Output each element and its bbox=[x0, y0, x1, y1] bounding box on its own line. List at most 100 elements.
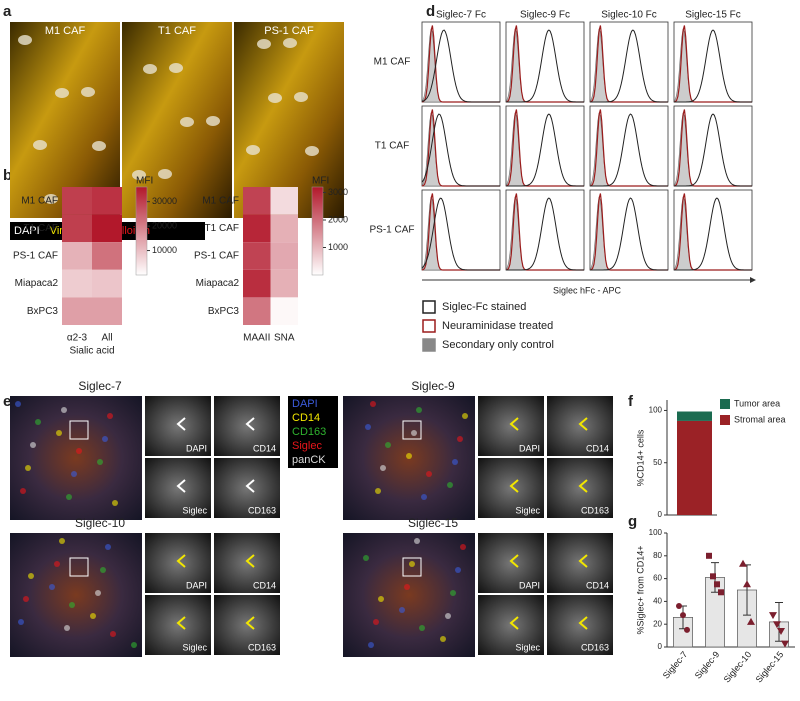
tissue-spot bbox=[460, 544, 466, 550]
inset-label: Siglec bbox=[182, 642, 207, 652]
tissue-spot bbox=[102, 436, 108, 442]
heat-cell bbox=[243, 187, 271, 215]
hist-stained bbox=[421, 29, 500, 103]
heat-cell bbox=[92, 297, 122, 325]
hist-stained bbox=[590, 29, 668, 103]
tissue-image bbox=[10, 396, 142, 520]
hist-row-label: T1 CAF bbox=[375, 141, 409, 152]
row-label: M1 CAF bbox=[21, 195, 58, 206]
hist-row-label: PS-1 CAF bbox=[369, 225, 414, 236]
panel-label: d bbox=[426, 3, 435, 20]
data-point bbox=[710, 573, 716, 580]
heat-cell bbox=[270, 214, 298, 243]
legend-label: Siglec-Fc stained bbox=[442, 301, 526, 313]
tissue-spot bbox=[95, 590, 101, 596]
x-tick-label: Siglec-10 bbox=[722, 649, 754, 684]
tissue-spot bbox=[363, 555, 369, 561]
inset-label: CD163 bbox=[248, 642, 276, 652]
hist-x-label: Siglec hFc - APC bbox=[553, 285, 622, 295]
y-tick-label: 100 bbox=[649, 406, 663, 415]
inset-label: CD14 bbox=[586, 580, 609, 590]
image-title: T1 CAF bbox=[158, 25, 196, 37]
inset-image bbox=[547, 458, 613, 518]
tissue-spot bbox=[23, 596, 29, 602]
nucleus bbox=[206, 116, 220, 126]
col-label: All bbox=[101, 333, 112, 344]
heat-cell bbox=[243, 242, 271, 270]
legend-label: Tumor area bbox=[734, 398, 780, 408]
hist-col-title: Siglec-10 Fc bbox=[601, 10, 657, 21]
roi-box bbox=[69, 420, 89, 440]
tissue-spot bbox=[462, 413, 468, 419]
row-label: Miapaca2 bbox=[15, 278, 59, 289]
row-label: BxPC3 bbox=[208, 306, 240, 317]
hist-stained bbox=[590, 113, 668, 187]
legend-swatch bbox=[422, 338, 436, 352]
nucleus bbox=[143, 64, 157, 74]
row-label: Miapaca2 bbox=[196, 278, 240, 289]
micrograph bbox=[234, 22, 344, 218]
heat-cell bbox=[62, 187, 92, 215]
colorbar-title: MFI bbox=[312, 176, 329, 187]
nucleus bbox=[305, 146, 319, 156]
tissue-spot bbox=[54, 561, 60, 567]
heat-cell bbox=[270, 269, 298, 298]
hist-stained bbox=[506, 29, 584, 103]
x-label: Sialic acid bbox=[69, 346, 114, 357]
row-label: PS-1 CAF bbox=[13, 251, 58, 262]
y-tick-label: 50 bbox=[653, 458, 662, 467]
arrow-marker bbox=[245, 417, 255, 431]
colorbar bbox=[135, 186, 148, 276]
heat-cell bbox=[270, 297, 298, 325]
legend-swatch bbox=[422, 319, 436, 333]
tissue-spot bbox=[97, 459, 103, 465]
tissue-spot bbox=[15, 401, 21, 407]
legend-swatch bbox=[720, 415, 730, 425]
tissue-spot bbox=[18, 619, 24, 625]
panel-label: f bbox=[628, 393, 634, 410]
inset-image bbox=[145, 533, 211, 593]
legend-swatch bbox=[720, 399, 730, 409]
nucleus bbox=[294, 92, 308, 102]
tissue-spot bbox=[404, 584, 410, 590]
colorbar-tick-label: 3000 bbox=[328, 187, 348, 197]
inset-label: CD163 bbox=[581, 642, 609, 652]
tissue-spot bbox=[455, 567, 461, 573]
y-tick-label: 0 bbox=[658, 510, 663, 519]
tissue-spot bbox=[368, 642, 374, 648]
inset-label: CD14 bbox=[253, 443, 276, 453]
inset-image bbox=[214, 396, 280, 456]
channel-label: CD14 bbox=[292, 412, 320, 424]
tissue-spot bbox=[59, 538, 65, 544]
tissue-spot bbox=[380, 465, 386, 471]
col-label: α2-3 bbox=[67, 333, 88, 344]
panel-label: a bbox=[3, 3, 12, 20]
arrow-marker bbox=[509, 616, 519, 630]
tissue-spot bbox=[399, 607, 405, 613]
channel-label: DAPI bbox=[292, 398, 318, 410]
hist-col-title: Siglec-9 Fc bbox=[520, 10, 570, 21]
inset-image bbox=[547, 396, 613, 456]
row-label: T1 CAF bbox=[205, 223, 239, 234]
tissue-spot bbox=[457, 436, 463, 442]
y-tick-label: 40 bbox=[653, 597, 662, 606]
tissue-spot bbox=[20, 488, 26, 494]
nucleus bbox=[169, 63, 183, 73]
tissue-spot bbox=[440, 636, 446, 642]
arrow-marker bbox=[578, 616, 588, 630]
tissue-spot bbox=[370, 401, 376, 407]
arrow-marker bbox=[176, 554, 186, 568]
heat-cell bbox=[270, 187, 298, 215]
tissue-spot bbox=[385, 442, 391, 448]
image-title: Siglec-9 bbox=[411, 379, 455, 393]
tissue-spot bbox=[375, 488, 381, 494]
data-point bbox=[680, 612, 686, 619]
inset-image bbox=[214, 533, 280, 593]
colorbar-tick-label: 10000 bbox=[152, 245, 177, 255]
tissue-spot bbox=[100, 567, 106, 573]
panel-label: b bbox=[3, 167, 12, 184]
inset-image bbox=[478, 458, 544, 518]
channel-label: Siglec bbox=[292, 440, 322, 452]
tissue-spot bbox=[447, 482, 453, 488]
inset-label: CD14 bbox=[253, 580, 276, 590]
